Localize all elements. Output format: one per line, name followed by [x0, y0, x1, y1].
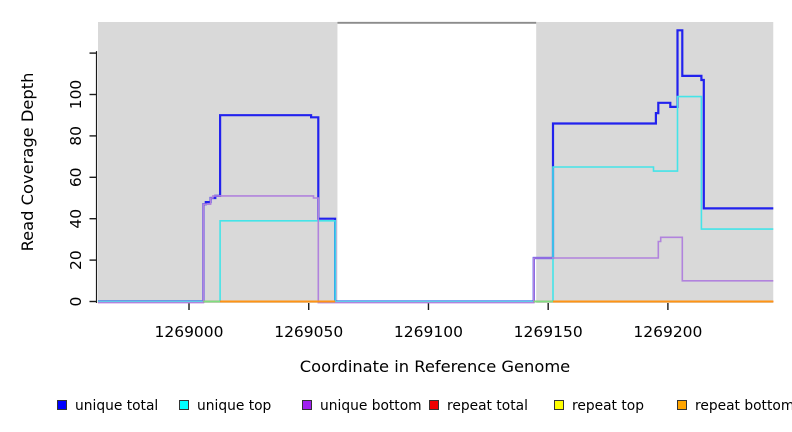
x-axis-title: Coordinate in Reference Genome — [300, 357, 570, 376]
series-line-unique-bottom — [98, 195, 774, 304]
legend-label: unique top — [197, 398, 271, 414]
x-tick-label: 1269200 — [633, 323, 702, 341]
y-tick-label: 20 — [67, 250, 85, 270]
legend-label: repeat top — [572, 398, 644, 414]
legend-swatch — [179, 400, 189, 410]
x-tick-label: 1269000 — [154, 323, 223, 341]
legend-item: repeat total — [429, 398, 528, 414]
legend-item: unique bottom — [302, 398, 422, 414]
legend-swatch — [677, 400, 687, 410]
x-tick-label: 1269100 — [394, 323, 463, 341]
y-tick-label: 60 — [67, 167, 85, 187]
legend-item: repeat bottom — [677, 398, 792, 414]
series-line-unique-top — [98, 95, 774, 303]
legend-item: unique total — [57, 398, 158, 414]
series-lines — [98, 29, 774, 304]
y-tick-label: 100 — [67, 80, 85, 110]
x-axis: 1269000 1269050 1269100 1269150 1269200 — [154, 303, 702, 341]
x-tick-label: 1269150 — [514, 323, 583, 341]
legend-label: unique bottom — [320, 398, 422, 414]
shaded-region — [98, 22, 338, 303]
x-tick-label: 1269050 — [274, 323, 343, 341]
legend: unique total unique top unique bottom repea… — [57, 398, 792, 414]
legend-swatch — [429, 400, 439, 410]
y-axis: 0 20 40 60 80 100 — [67, 51, 98, 307]
legend-swatch — [57, 400, 67, 410]
legend-item: repeat top — [554, 398, 644, 414]
y-axis-title: Read Coverage Depth — [18, 73, 37, 252]
legend-label: repeat total — [447, 398, 528, 414]
y-tick-label: 40 — [67, 209, 85, 229]
shaded-regions — [98, 22, 774, 303]
legend-label: repeat bottom — [695, 398, 792, 414]
legend-swatch — [554, 400, 564, 410]
shaded-region — [536, 22, 774, 303]
y-tick-label: 80 — [67, 126, 85, 146]
legend-item: unique top — [179, 398, 271, 414]
legend-label: unique total — [75, 398, 158, 414]
y-tick-label: 0 — [67, 297, 85, 307]
legend-swatch — [302, 400, 312, 410]
